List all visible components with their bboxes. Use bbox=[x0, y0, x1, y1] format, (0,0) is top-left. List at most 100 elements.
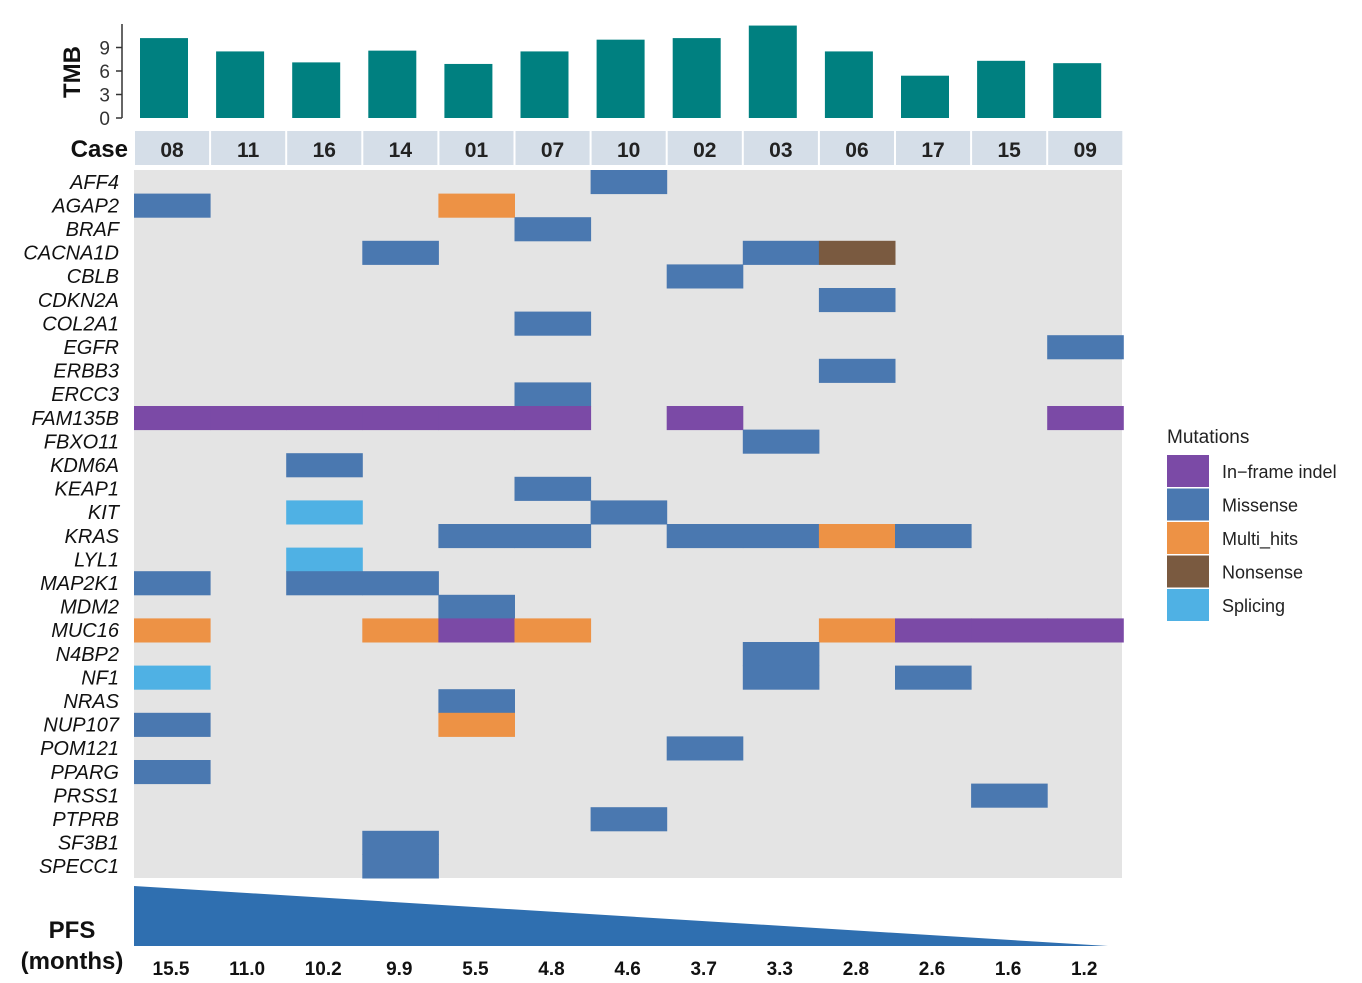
case-cell-01 bbox=[439, 131, 514, 165]
mutation-cell-COL2A1-07 bbox=[514, 311, 592, 336]
mutation-legend: Mutations In−frame indel Missense Multi_hi… bbox=[1167, 427, 1337, 621]
case-cell-03 bbox=[743, 131, 818, 165]
mutation-cell-KRAS-01 bbox=[438, 524, 515, 549]
mutation-cell-MUC16-15 bbox=[971, 618, 1048, 643]
gene-label-AFF4: AFF4 bbox=[69, 172, 119, 194]
case-cell-06 bbox=[819, 131, 894, 165]
legend-label-in-frame-indel: In−frame indel bbox=[1222, 462, 1337, 482]
mutation-cell-MUC16-06 bbox=[818, 618, 896, 643]
pfs-value-03: 3.3 bbox=[767, 959, 793, 980]
tmb-bar-06 bbox=[824, 51, 873, 118]
pfs-value-09: 1.2 bbox=[1071, 959, 1097, 980]
mutation-cell-FBXO11-03 bbox=[742, 429, 820, 454]
mutation-cell-FAM135B-02 bbox=[666, 406, 744, 431]
pfs-value-10: 4.6 bbox=[614, 959, 640, 980]
tmb-bar-07 bbox=[520, 51, 569, 118]
case-label-10: 10 bbox=[617, 139, 640, 162]
pfs-value-15: 1.6 bbox=[995, 959, 1021, 980]
mutation-cell-KDM6A-16 bbox=[286, 453, 363, 478]
mutation-cell-PPARG-08 bbox=[134, 760, 211, 785]
gene-labels: AFF4AGAP2BRAFCACNA1DCBLBCDKN2ACOL2A1EGFR… bbox=[23, 172, 120, 878]
mutation-cell-CBLB-02 bbox=[666, 264, 744, 289]
gene-label-KRAS: KRAS bbox=[65, 526, 120, 548]
mutation-cell-SPECC1-14 bbox=[362, 854, 439, 879]
mutation-cell-KRAS-07 bbox=[514, 524, 592, 549]
tmb-bar-panel: TMB 03 69 bbox=[59, 24, 1102, 130]
pfs-value-02: 3.7 bbox=[690, 959, 716, 980]
gene-label-PRSS1: PRSS1 bbox=[53, 785, 119, 807]
mutation-cell-MAP2K1-14 bbox=[362, 571, 439, 596]
mutation-cell-SF3B1-14 bbox=[362, 830, 439, 855]
legend-label-missense: Missense bbox=[1222, 496, 1298, 516]
mutation-cell-EGFR-09 bbox=[1047, 335, 1124, 360]
case-label-08: 08 bbox=[160, 139, 184, 162]
mutation-cell-MAP2K1-16 bbox=[286, 571, 363, 596]
gene-label-NRAS: NRAS bbox=[63, 691, 119, 713]
mutation-cell-FAM135B-14 bbox=[362, 406, 439, 431]
gene-label-PPARG: PPARG bbox=[50, 762, 119, 784]
mutation-cell-KRAS-06 bbox=[818, 524, 896, 549]
legend-title: Mutations bbox=[1167, 427, 1249, 448]
tmb-bar-15 bbox=[977, 60, 1026, 118]
tmb-bar-09 bbox=[1053, 63, 1102, 118]
legend-label-splicing: Splicing bbox=[1222, 596, 1285, 616]
tmb-bar-10 bbox=[596, 39, 645, 118]
case-label-06: 06 bbox=[845, 139, 868, 162]
tmb-bar-16 bbox=[292, 62, 341, 118]
gene-label-BRAF: BRAF bbox=[66, 219, 121, 241]
mutation-cell-CACNA1D-06 bbox=[818, 240, 896, 265]
gene-label-CACNA1D: CACNA1D bbox=[23, 243, 119, 265]
mutation-cell-PTPRB-10 bbox=[590, 807, 668, 832]
case-label-15: 15 bbox=[997, 139, 1021, 162]
gene-label-SF3B1: SF3B1 bbox=[58, 833, 119, 855]
case-label-16: 16 bbox=[313, 139, 336, 162]
case-cell-09 bbox=[1048, 131, 1123, 165]
mutation-cell-FAM135B-07 bbox=[514, 406, 592, 431]
mutation-cell-CDKN2A-06 bbox=[818, 288, 896, 313]
gene-label-MUC16: MUC16 bbox=[51, 620, 120, 642]
case-label-07: 07 bbox=[541, 139, 564, 162]
mutation-cells bbox=[134, 170, 1124, 879]
mutation-cell-BRAF-07 bbox=[514, 217, 592, 242]
mutation-cell-POM121-02 bbox=[666, 736, 744, 761]
mutation-cell-MUC16-07 bbox=[514, 618, 592, 643]
case-cell-11 bbox=[211, 131, 286, 165]
gene-label-CBLB: CBLB bbox=[67, 266, 119, 288]
tmb-bars bbox=[140, 25, 1102, 119]
gene-label-POM121: POM121 bbox=[40, 738, 119, 760]
mutation-cell-FAM135B-09 bbox=[1047, 406, 1124, 431]
gene-label-COL2A1: COL2A1 bbox=[42, 313, 119, 335]
gene-label-FBXO11: FBXO11 bbox=[44, 431, 119, 453]
case-label-03: 03 bbox=[769, 139, 792, 162]
case-label-01: 01 bbox=[465, 139, 489, 162]
mutation-cell-ERBB3-06 bbox=[818, 358, 896, 383]
tmb-bar-17 bbox=[901, 75, 949, 118]
mutation-cell-KRAS-03 bbox=[742, 524, 820, 549]
legend-swatch-missense bbox=[1167, 488, 1209, 521]
gene-label-EGFR: EGFR bbox=[63, 337, 119, 359]
pfs-value-08: 15.5 bbox=[153, 959, 190, 980]
tmb-bar-02 bbox=[672, 38, 721, 118]
legend-swatch-nonsense bbox=[1167, 555, 1209, 588]
mutation-heatmap: AFF4AGAP2BRAFCACNA1DCBLBCDKN2ACOL2A1EGFR… bbox=[23, 170, 1124, 879]
pfs-value-01: 5.5 bbox=[462, 959, 489, 980]
tmb-bar-03 bbox=[748, 25, 797, 118]
pfs-value-11: 11.0 bbox=[229, 959, 265, 980]
legend-swatch-splicing bbox=[1167, 589, 1209, 621]
mutation-cell-ERCC3-07 bbox=[514, 382, 592, 407]
case-cell-15 bbox=[972, 131, 1047, 165]
mutation-cell-CACNA1D-03 bbox=[742, 240, 820, 265]
mutation-cell-FAM135B-11 bbox=[210, 406, 287, 431]
gene-label-SPECC1: SPECC1 bbox=[39, 856, 119, 878]
gene-label-ERCC3: ERCC3 bbox=[51, 384, 119, 406]
case-cell-16 bbox=[287, 131, 362, 165]
mutation-cell-KRAS-02 bbox=[666, 524, 744, 549]
legend-swatch-multi-hits bbox=[1167, 522, 1209, 554]
gene-label-NF1: NF1 bbox=[81, 667, 119, 689]
mutation-cell-LYL1-16 bbox=[286, 547, 363, 572]
case-label-02: 02 bbox=[693, 139, 716, 162]
case-cell-10 bbox=[591, 131, 666, 165]
mutation-cell-KIT-16 bbox=[286, 500, 363, 525]
pfs-label: PFS bbox=[49, 917, 96, 944]
